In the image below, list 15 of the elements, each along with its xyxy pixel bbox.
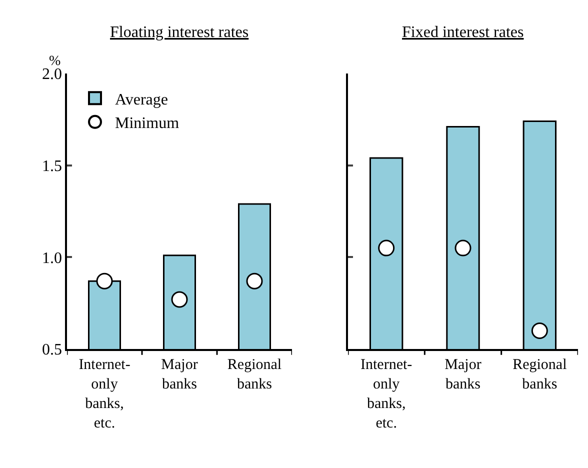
x-tick-label: Internet- only banks, etc. — [78, 356, 130, 432]
y-tick-label: 1.5 — [42, 158, 62, 175]
legend-label: Minimum — [115, 115, 180, 132]
x-tick-label: Major banks — [444, 356, 482, 392]
x-tick-label: Major banks — [161, 356, 198, 392]
x-tick-label: Regional banks — [227, 356, 282, 392]
legend-label: Average — [115, 91, 168, 108]
chart-title: Fixed interest rates — [402, 24, 524, 41]
y-tick-label: 0.5 — [42, 342, 62, 359]
y-axis-title: % — [49, 54, 61, 69]
y-tick-label: 1.0 — [42, 250, 62, 267]
x-tick-label: Internet- only banks, etc. — [360, 356, 412, 432]
chart-title: Floating interest rates — [110, 24, 249, 41]
y-tick-label: 2.0 — [42, 66, 62, 84]
x-tick-label: Regional banks — [512, 356, 567, 392]
